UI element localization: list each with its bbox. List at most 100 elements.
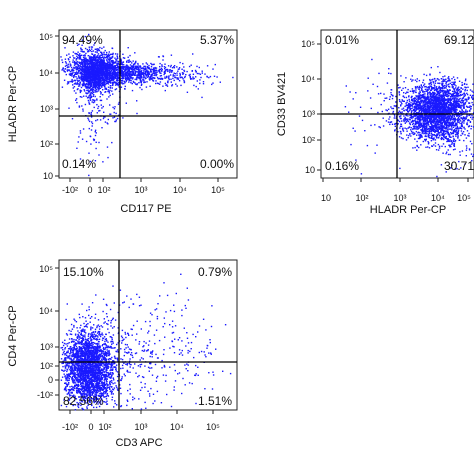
event-point <box>391 94 394 97</box>
event-point <box>136 71 138 73</box>
event-point <box>465 109 467 111</box>
event-point <box>144 67 146 69</box>
event-point <box>94 86 97 89</box>
event-point <box>97 49 99 52</box>
event-point <box>472 91 474 93</box>
event-point <box>109 56 111 59</box>
event-point <box>432 92 435 94</box>
event-point <box>434 97 436 100</box>
event-point <box>152 71 154 73</box>
event-point <box>405 102 407 104</box>
event-point <box>96 68 98 71</box>
event-point <box>416 117 418 119</box>
event-point <box>72 80 74 82</box>
event-point <box>439 101 442 103</box>
event-point <box>130 74 132 77</box>
event-point <box>161 65 163 67</box>
event-point <box>430 82 432 85</box>
event-point <box>64 47 66 49</box>
event-point <box>108 80 111 83</box>
event-point <box>460 107 462 109</box>
event-point <box>81 61 83 63</box>
event-point <box>109 89 111 92</box>
event-point <box>76 44 79 46</box>
event-point <box>406 119 408 122</box>
event-point <box>91 122 94 125</box>
event-point <box>88 73 90 76</box>
event-point <box>120 59 122 61</box>
event-point <box>414 105 416 108</box>
event-point <box>471 114 473 117</box>
event-point <box>155 80 157 82</box>
event-point <box>95 75 98 78</box>
event-point <box>76 69 78 71</box>
event-point <box>106 62 109 65</box>
event-point <box>89 77 92 79</box>
event-point <box>98 87 100 90</box>
event-point <box>104 75 106 77</box>
event-point <box>431 87 433 89</box>
event-point <box>408 110 411 112</box>
event-point <box>103 53 105 55</box>
event-point <box>197 88 199 90</box>
event-point <box>86 78 88 80</box>
event-point <box>449 92 451 95</box>
event-point <box>430 86 433 88</box>
event-point <box>436 97 438 99</box>
event-point <box>89 65 91 68</box>
event-point <box>410 127 412 129</box>
event-point <box>391 107 393 110</box>
event-point <box>406 101 408 104</box>
event-point <box>64 65 67 67</box>
event-point <box>88 84 90 86</box>
event-point <box>85 71 88 73</box>
event-point <box>99 77 102 79</box>
event-point <box>190 64 192 66</box>
event-point <box>120 60 122 62</box>
event-point <box>460 128 463 130</box>
event-point <box>80 71 82 73</box>
event-point <box>79 90 82 92</box>
event-point <box>84 69 86 72</box>
event-point <box>156 71 158 73</box>
event-point <box>90 62 92 65</box>
event-point <box>428 142 430 144</box>
event-point <box>415 96 418 98</box>
event-point <box>94 91 96 93</box>
event-point <box>472 94 474 97</box>
event-point <box>96 59 99 61</box>
event-point <box>101 71 103 74</box>
event-point <box>94 58 97 61</box>
event-point <box>63 69 65 72</box>
event-point <box>130 73 133 75</box>
event-point <box>61 86 64 88</box>
event-point <box>417 131 420 133</box>
event-point <box>421 88 423 91</box>
event-point <box>462 117 464 119</box>
event-point <box>137 68 139 70</box>
event-point <box>139 86 141 89</box>
event-point <box>83 69 85 71</box>
event-point <box>433 99 436 101</box>
event-point <box>79 65 81 67</box>
event-point <box>88 77 90 79</box>
event-point <box>460 94 463 96</box>
event-point <box>409 107 411 109</box>
event-point <box>420 100 422 103</box>
event-point <box>402 130 405 132</box>
event-point <box>127 76 129 79</box>
event-point <box>450 118 452 120</box>
event-point <box>92 90 94 92</box>
event-point <box>103 51 105 54</box>
event-point <box>80 79 82 81</box>
event-point <box>121 69 123 71</box>
event-point <box>472 116 474 119</box>
event-point <box>61 59 63 61</box>
event-point <box>89 50 91 52</box>
event-point <box>446 103 448 105</box>
event-point <box>418 105 421 107</box>
event-point <box>82 82 85 84</box>
event-point <box>397 111 400 114</box>
event-point <box>419 95 421 97</box>
event-point <box>418 107 420 109</box>
